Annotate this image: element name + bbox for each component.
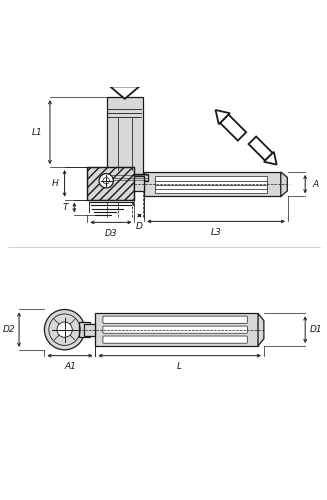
Bar [155,188,267,192]
Text: A: A [313,180,318,188]
Bar [155,180,267,185]
Polygon shape [258,314,264,346]
Polygon shape [249,136,273,160]
Bar [87,167,134,200]
FancyBboxPatch shape [103,336,247,343]
Text: L1: L1 [32,128,43,136]
Polygon shape [281,172,287,197]
FancyBboxPatch shape [103,326,247,333]
Circle shape [57,322,72,338]
Polygon shape [220,114,246,140]
Bar [118,86,132,90]
Polygon shape [215,110,230,124]
Text: D2: D2 [2,325,15,334]
Bar [101,174,148,180]
Bar [79,322,90,338]
Text: H: H [51,179,58,188]
Bar [95,314,258,346]
Bar [134,176,144,190]
Bar [84,324,95,336]
Circle shape [103,178,110,184]
Bar [107,97,143,174]
Text: L: L [177,362,182,371]
Bar [155,176,267,181]
Circle shape [99,174,113,188]
Bar [155,184,267,189]
FancyBboxPatch shape [103,316,247,324]
Text: L3: L3 [211,228,221,237]
Text: D1: D1 [309,325,322,334]
Polygon shape [110,86,139,99]
Bar [87,167,134,200]
Circle shape [44,310,85,350]
Text: D: D [136,222,143,231]
Bar [144,172,281,197]
Text: D3: D3 [105,229,117,238]
Text: A1: A1 [64,362,76,371]
Polygon shape [264,152,277,164]
Text: T: T [62,203,68,212]
